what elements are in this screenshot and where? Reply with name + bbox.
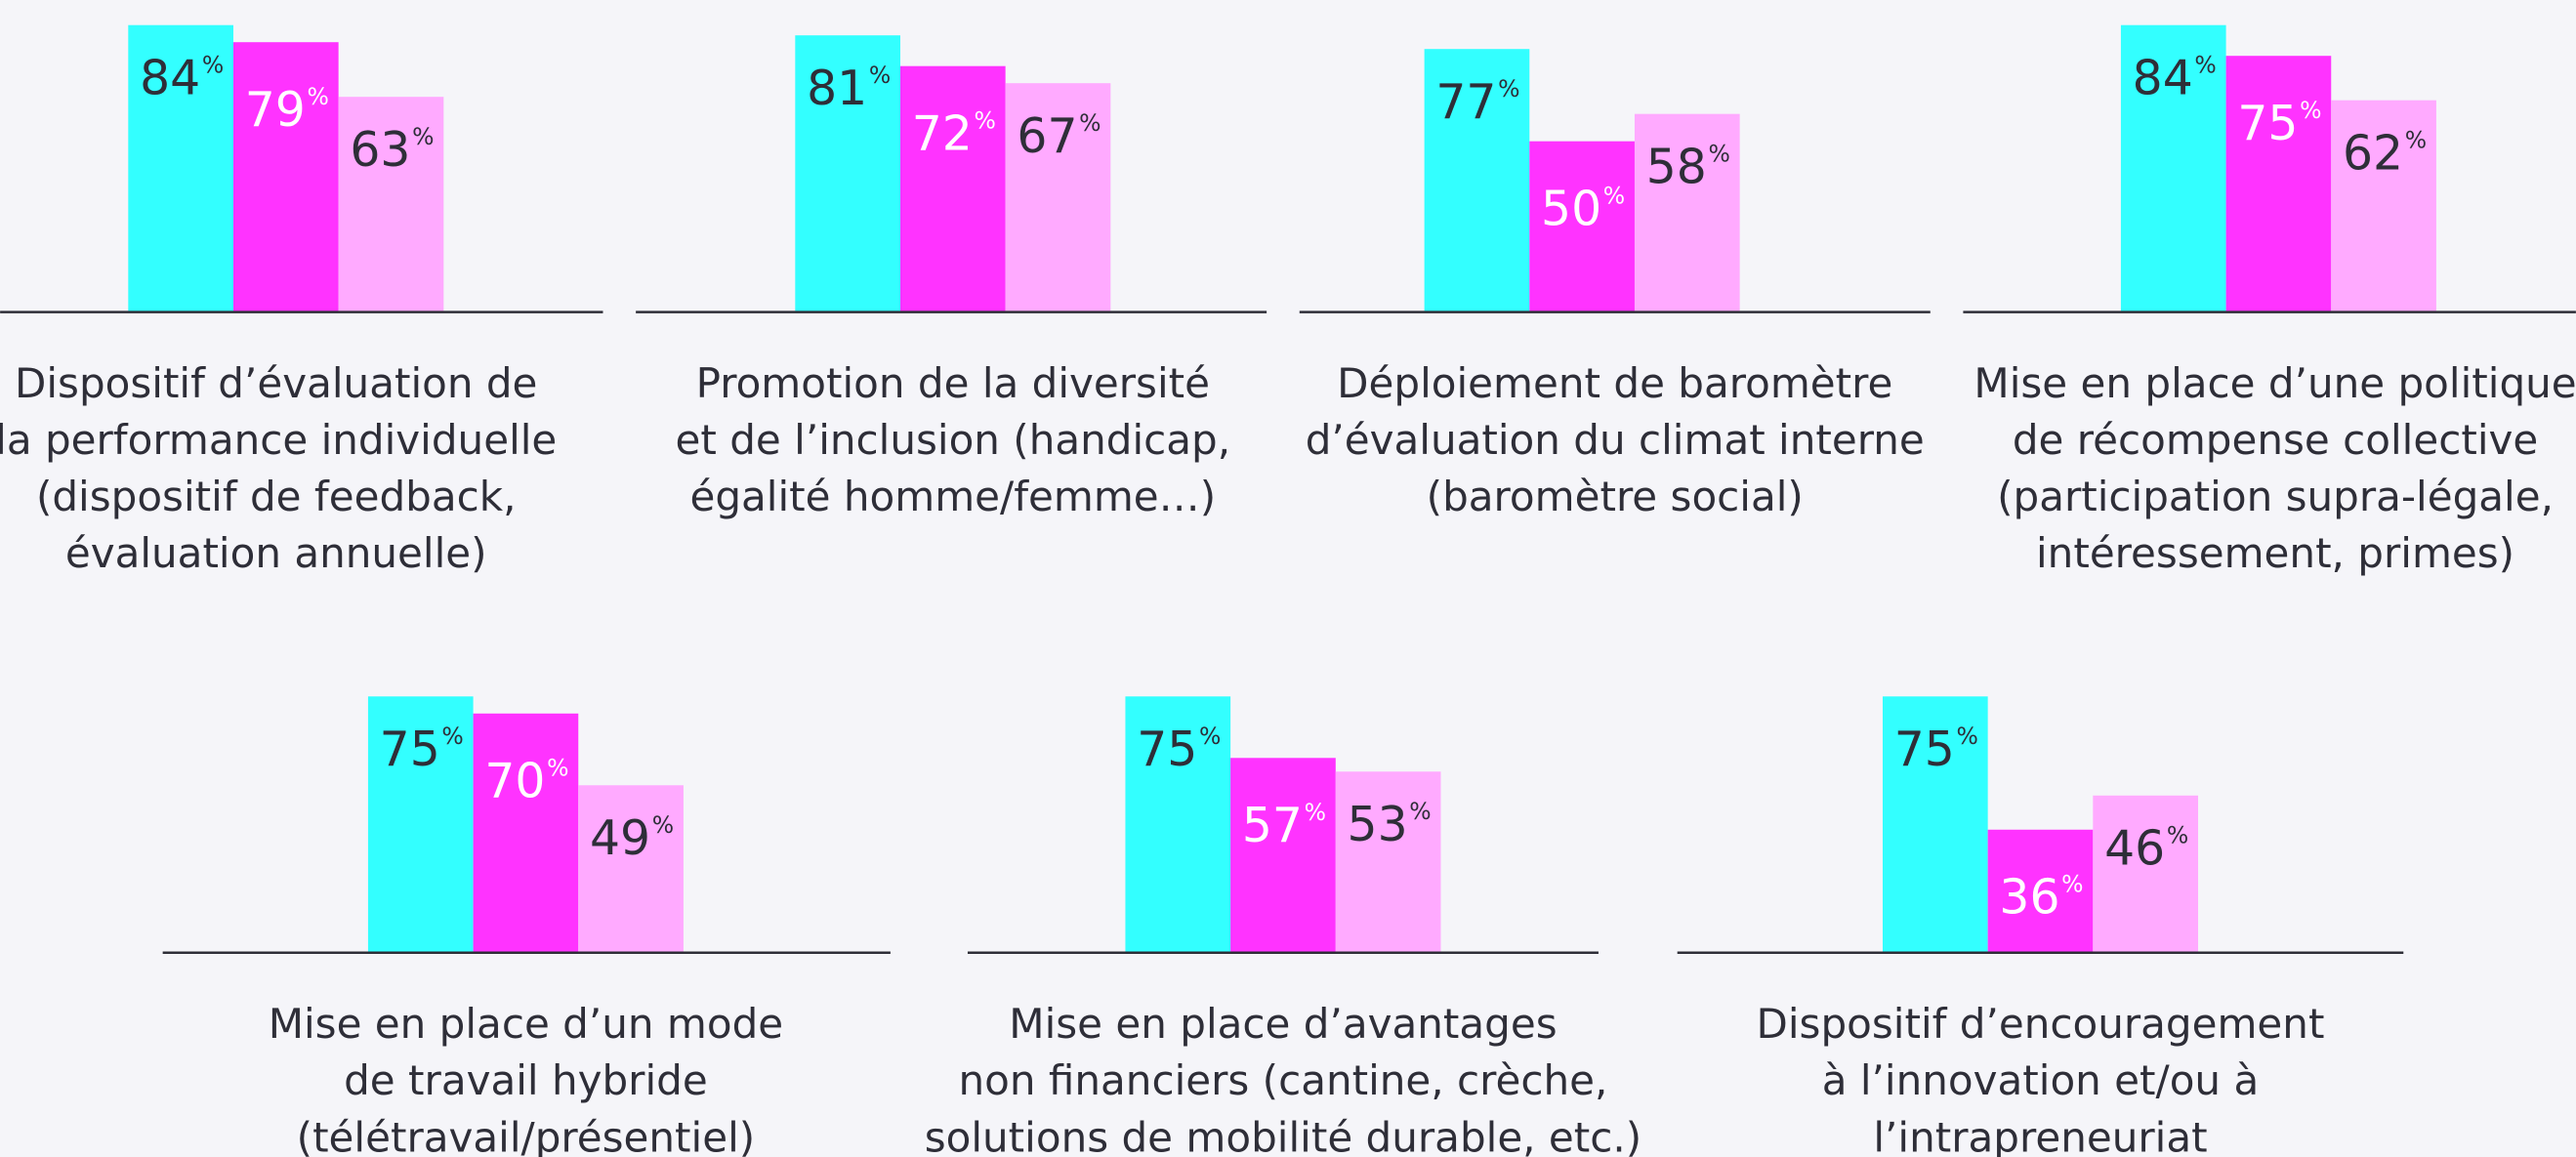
- value-unit: %: [975, 107, 996, 135]
- bar: [795, 35, 900, 312]
- value-label: 75: [1894, 722, 1955, 777]
- category-label: Mise en place d’une politique: [1974, 359, 2576, 407]
- value-label: 36: [1999, 870, 2059, 926]
- category-label: Promotion de la diversité: [696, 359, 1210, 407]
- value-unit: %: [441, 723, 463, 750]
- value-unit: %: [2061, 871, 2083, 898]
- value-unit: %: [1708, 140, 1729, 167]
- value-unit: %: [2167, 822, 2188, 849]
- value-label: 70: [484, 754, 545, 809]
- bar: [1335, 771, 1441, 953]
- bar: [1125, 696, 1231, 953]
- category-label: et de l’inclusion (handicap,: [676, 416, 1231, 464]
- value-unit: %: [652, 811, 674, 839]
- value-label: 72: [912, 105, 973, 161]
- value-unit: %: [1957, 723, 1978, 750]
- category-label: non financiers (cantine, crèche,: [959, 1056, 1608, 1104]
- value-label: 75: [2237, 96, 2298, 151]
- bar: [1634, 113, 1740, 312]
- bar: [2331, 100, 2436, 312]
- bar: [1529, 141, 1635, 312]
- value-unit: %: [202, 51, 224, 78]
- category-label: égalité homme/femme…): [689, 473, 1216, 520]
- category-label: évaluation annuelle): [65, 529, 487, 577]
- value-unit: %: [1079, 109, 1101, 137]
- bar: [578, 785, 684, 953]
- value-label: 53: [1348, 797, 1408, 852]
- value-unit: %: [1603, 183, 1625, 210]
- value-label: 84: [140, 50, 200, 105]
- bar: [2225, 56, 2332, 312]
- value-label: 50: [1541, 181, 1601, 236]
- bar: [899, 65, 1006, 312]
- value-unit: %: [2405, 126, 2427, 153]
- value-unit: %: [2194, 51, 2216, 78]
- bar: [1987, 829, 2094, 953]
- value-unit: %: [307, 83, 328, 110]
- category-label: Mise en place d’un mode: [269, 1000, 783, 1048]
- value-unit: %: [869, 62, 891, 89]
- value-unit: %: [1199, 723, 1221, 750]
- category-label: (participation supra-légale,: [1997, 473, 2554, 520]
- value-label: 57: [1242, 798, 1303, 853]
- value-label: 81: [807, 61, 867, 116]
- value-label: 62: [2343, 125, 2403, 181]
- value-label: 67: [1017, 108, 1077, 164]
- bar: [128, 24, 233, 312]
- category-label: de récompense collective: [2013, 416, 2538, 464]
- value-unit: %: [1409, 798, 1431, 825]
- bar: [367, 696, 474, 953]
- category-label: solutions de mobilité durable, etc.): [925, 1113, 1641, 1157]
- bar: [1005, 83, 1111, 312]
- bar: [473, 713, 579, 953]
- value-label: 75: [1137, 722, 1197, 777]
- category-label: Mise en place d’avantages: [1009, 1000, 1557, 1048]
- category-label: de travail hybride: [344, 1056, 708, 1104]
- bar: [1230, 758, 1336, 953]
- value-label: 63: [350, 122, 410, 178]
- value-label: 84: [2133, 50, 2193, 105]
- category-label: Dispositif d’encouragement: [1757, 1000, 2325, 1048]
- category-label: Déploiement de baromètre: [1337, 359, 1892, 407]
- value-unit: %: [547, 755, 568, 782]
- bar: [232, 42, 339, 312]
- bar: [1424, 49, 1530, 312]
- category-label: (dispositif de feedback,: [36, 473, 516, 520]
- bar: [1882, 696, 1988, 953]
- category-label: (télétravail/présentiel): [297, 1113, 756, 1157]
- value-unit: %: [2300, 97, 2321, 124]
- category-label: d’évaluation du climat interne: [1306, 416, 1925, 464]
- value-unit: %: [412, 123, 434, 150]
- category-label: à l’innovation et/ou à: [1822, 1056, 2259, 1104]
- value-unit: %: [1305, 799, 1326, 826]
- bar: [2093, 795, 2198, 953]
- bar: [338, 97, 444, 312]
- category-label: l’intrapreneuriat: [1873, 1113, 2207, 1157]
- value-label: 75: [380, 722, 440, 777]
- value-label: 77: [1435, 74, 1496, 130]
- category-label: (baromètre social): [1427, 473, 1804, 520]
- bar: [2120, 24, 2226, 312]
- value-label: 49: [590, 810, 650, 866]
- value-label: 58: [1646, 139, 1707, 194]
- value-unit: %: [1498, 75, 1519, 103]
- category-label: intéressement, primes): [2036, 529, 2514, 577]
- value-label: 79: [245, 82, 306, 138]
- category-label: la performance individuelle: [0, 416, 557, 464]
- category-label: Dispositif d’évaluation de: [15, 359, 537, 407]
- value-label: 46: [2104, 820, 2165, 876]
